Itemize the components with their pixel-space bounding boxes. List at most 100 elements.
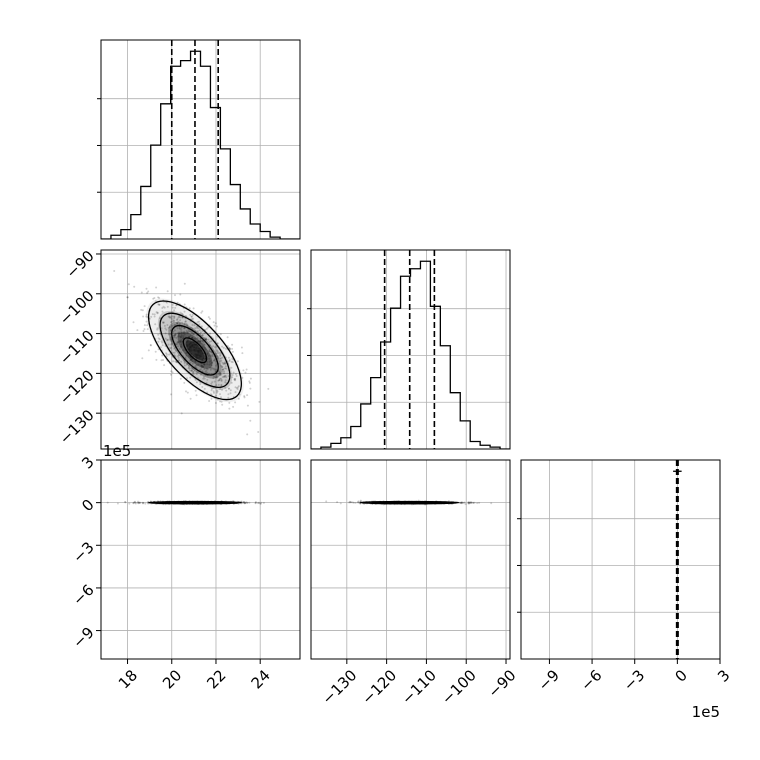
- scatter-point: [165, 353, 168, 356]
- scatter-point: [214, 376, 216, 379]
- scatter-point: [221, 376, 224, 378]
- scatter-point: [166, 339, 169, 342]
- scatter-point: [134, 501, 137, 504]
- scatter-point: [192, 341, 195, 344]
- scatter-point: [179, 293, 182, 296]
- scatter-point: [183, 303, 186, 306]
- scatter-point: [162, 359, 165, 361]
- scatter-point: [245, 368, 248, 371]
- scatter-point: [185, 322, 188, 325]
- scatter-point: [221, 365, 224, 368]
- scatter-point: [183, 333, 186, 336]
- scatter-point: [116, 502, 119, 505]
- scatter-point: [212, 390, 215, 393]
- scatter-point: [202, 358, 205, 361]
- scatter-point: [200, 349, 203, 352]
- scatter-point: [183, 364, 186, 367]
- scatter-point: [208, 357, 211, 360]
- scatter-point: [170, 338, 173, 341]
- scatter-point: [219, 373, 222, 376]
- scatter-point: [228, 401, 231, 404]
- scatter-point: [189, 357, 192, 359]
- scatter-point: [267, 387, 270, 390]
- scatter-point: [216, 349, 219, 352]
- scatter-point: [191, 318, 193, 320]
- y-tick-label: −100: [56, 287, 98, 329]
- x-tick-label: −9: [535, 666, 563, 694]
- scatter-point: [211, 361, 214, 364]
- scatter-point: [173, 334, 176, 337]
- scatter-point: [206, 352, 209, 355]
- scatter-point: [237, 397, 240, 400]
- scatter-point: [237, 386, 239, 389]
- scatter-point: [186, 391, 189, 394]
- scatter-point: [214, 352, 217, 355]
- scatter-point: [209, 362, 212, 365]
- scatter-point: [234, 391, 237, 394]
- scatter-point: [259, 502, 262, 505]
- scatter-point: [166, 290, 169, 293]
- scatter-point: [231, 376, 234, 379]
- scatter-point: [177, 356, 180, 359]
- scatter-point: [201, 370, 204, 373]
- scatter-point: [192, 371, 194, 374]
- scatter-point: [460, 501, 463, 504]
- scatter-point: [177, 320, 180, 323]
- scatter-point: [194, 343, 197, 346]
- scatter-point: [460, 501, 463, 504]
- scatter-point: [188, 369, 191, 372]
- scatter-point: [177, 355, 179, 358]
- scatter-point: [132, 321, 135, 324]
- scatter-point: [179, 377, 182, 380]
- scatter-point: [157, 296, 160, 299]
- scatter-point: [202, 340, 204, 343]
- scatter-point: [197, 363, 200, 366]
- scatter-point: [192, 317, 195, 320]
- scatter-point: [230, 360, 233, 363]
- scatter-point: [201, 334, 204, 337]
- scatter-point: [200, 350, 203, 353]
- x-tick-label: 24: [248, 666, 274, 692]
- scatter-point: [186, 377, 188, 380]
- scatter-point: [189, 334, 192, 337]
- scatter-point: [157, 348, 160, 351]
- scatter-point: [220, 357, 222, 360]
- scatter-point: [206, 378, 209, 381]
- scatter-point: [228, 360, 231, 363]
- scatter-point: [163, 306, 166, 309]
- scatter-point: [142, 501, 145, 504]
- scatter-point: [183, 327, 186, 330]
- scatter-point: [180, 341, 182, 343]
- scatter-point: [254, 501, 257, 504]
- scatter-point: [204, 338, 207, 341]
- scatter-point: [187, 328, 190, 331]
- scatter-point: [189, 345, 192, 348]
- scatter-point: [213, 367, 216, 370]
- scatter-point: [218, 372, 221, 375]
- scatter-point: [142, 330, 145, 332]
- scatter-point: [170, 317, 173, 320]
- scatter-point: [146, 324, 149, 327]
- scatter-point: [201, 340, 203, 342]
- scatter-point: [199, 355, 202, 358]
- scatter-point: [157, 337, 160, 340]
- contour-line: [171, 324, 219, 376]
- scatter-point: [128, 502, 131, 505]
- scatter-point: [199, 368, 202, 371]
- scatter-point: [209, 366, 212, 369]
- scatter-point: [209, 332, 212, 335]
- y-offset-label: 1e5: [103, 442, 131, 460]
- scatter-point: [194, 378, 197, 381]
- scatter-point: [244, 502, 247, 504]
- scatter-point: [183, 360, 186, 363]
- scatter-point: [171, 306, 174, 309]
- density-fill: [157, 310, 233, 390]
- scatter-point: [193, 333, 196, 336]
- scatter-point: [190, 358, 192, 361]
- scatter-point: [224, 381, 227, 384]
- scatter-point: [223, 372, 225, 375]
- scatter-point: [208, 317, 211, 320]
- scatter-panel-1-2: [310, 459, 511, 660]
- scatter-point: [223, 376, 226, 378]
- scatter-point: [201, 386, 204, 388]
